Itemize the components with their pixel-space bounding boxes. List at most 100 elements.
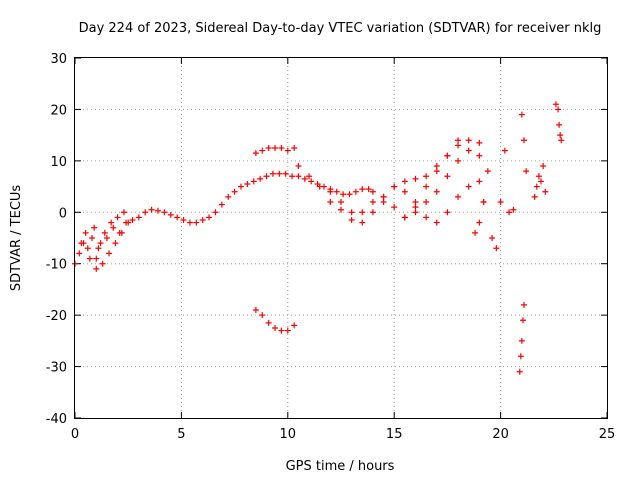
data-point	[284, 327, 291, 334]
data-point	[518, 111, 525, 118]
data-point	[89, 235, 96, 241]
data-point	[129, 217, 136, 223]
series-main-trend	[72, 170, 372, 267]
x-tick-label: 20	[492, 427, 509, 442]
data-point	[359, 209, 366, 216]
data-point	[455, 137, 462, 144]
series-far-right-column	[552, 101, 565, 144]
data-point	[76, 250, 83, 257]
data-point	[118, 229, 125, 236]
plot-frame	[74, 57, 608, 419]
data-point	[308, 178, 315, 185]
y-tick-label: -20	[46, 309, 67, 324]
data-point	[103, 235, 110, 241]
data-point	[306, 173, 313, 180]
y-tick-label: -30	[46, 361, 67, 376]
series-lower-arc	[252, 307, 298, 334]
chart-title: Day 224 of 2023, Sidereal Day-to-day VTE…	[79, 21, 602, 36]
data-point	[348, 217, 355, 223]
data-point	[484, 168, 491, 175]
x-tick-label: 5	[177, 427, 185, 442]
data-point	[412, 209, 419, 216]
data-point	[252, 307, 259, 313]
series-early-noise	[78, 209, 132, 272]
x-tick-label: 25	[599, 427, 616, 442]
data-point	[186, 219, 193, 226]
data-point	[272, 325, 279, 331]
data-point	[535, 173, 542, 180]
y-tick-label: 0	[59, 206, 67, 221]
data-point	[369, 188, 376, 195]
data-point	[542, 188, 549, 195]
data-point	[142, 209, 149, 216]
y-tick-label: -40	[46, 412, 67, 427]
data-point	[291, 322, 298, 329]
data-point	[95, 245, 102, 252]
data-point	[91, 224, 98, 231]
data-point	[455, 193, 462, 200]
data-point	[433, 188, 440, 195]
data-point	[316, 183, 323, 190]
data-point	[465, 147, 472, 154]
data-point	[348, 209, 355, 216]
data-point	[97, 240, 104, 247]
data-point	[476, 219, 483, 226]
data-point	[391, 204, 398, 211]
data-points	[72, 101, 565, 375]
data-point	[112, 240, 119, 247]
data-point	[433, 163, 440, 169]
data-point	[455, 157, 462, 164]
y-tick-label: 30	[50, 52, 67, 67]
data-point	[252, 150, 259, 157]
data-point	[269, 170, 276, 177]
data-point	[412, 175, 419, 182]
data-point	[423, 183, 430, 190]
data-point	[476, 139, 483, 146]
data-point	[125, 219, 132, 226]
data-point	[552, 101, 559, 108]
data-point	[212, 209, 219, 216]
data-point	[352, 188, 359, 195]
data-point	[533, 183, 540, 190]
data-point	[510, 206, 517, 213]
data-point	[455, 142, 462, 149]
data-point	[423, 214, 430, 221]
data-point	[444, 209, 451, 216]
data-point	[84, 245, 91, 252]
data-point	[244, 181, 251, 187]
data-point	[465, 137, 472, 144]
y-tick-label: 20	[50, 103, 67, 118]
data-point	[86, 255, 93, 262]
data-point	[401, 188, 408, 195]
data-point	[135, 214, 142, 221]
data-point	[282, 170, 289, 177]
data-point	[519, 317, 526, 324]
data-point	[250, 178, 257, 185]
data-point	[284, 147, 291, 154]
data-point	[346, 191, 353, 198]
data-point	[380, 199, 387, 205]
data-point	[521, 137, 528, 144]
data-point	[167, 211, 174, 218]
data-point	[237, 183, 244, 190]
data-point	[263, 173, 270, 180]
data-point	[265, 145, 272, 151]
series-branch-a	[295, 137, 462, 216]
data-point	[521, 301, 528, 308]
x-tick-label: 15	[386, 427, 403, 442]
data-point	[338, 199, 344, 205]
data-point	[497, 199, 504, 205]
data-point	[423, 199, 430, 205]
data-point	[444, 173, 451, 180]
data-point	[259, 312, 266, 319]
series-branch-d	[401, 137, 483, 221]
data-point	[154, 207, 161, 214]
x-tick-label: 10	[280, 427, 297, 442]
data-point	[193, 219, 200, 226]
data-point	[391, 183, 398, 190]
data-point	[523, 168, 530, 175]
data-point	[180, 217, 187, 223]
data-point	[327, 199, 334, 205]
data-point	[291, 145, 298, 151]
data-point	[110, 224, 117, 231]
